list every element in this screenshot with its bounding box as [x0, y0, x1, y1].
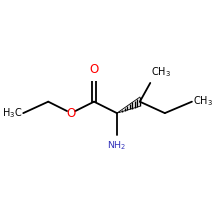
Text: NH$_2$: NH$_2$ — [107, 139, 127, 152]
Text: O: O — [89, 63, 99, 76]
Text: H$_3$C: H$_3$C — [2, 106, 22, 120]
Text: CH$_3$: CH$_3$ — [151, 65, 171, 79]
Text: O: O — [66, 107, 76, 120]
Text: CH$_3$: CH$_3$ — [193, 94, 213, 108]
